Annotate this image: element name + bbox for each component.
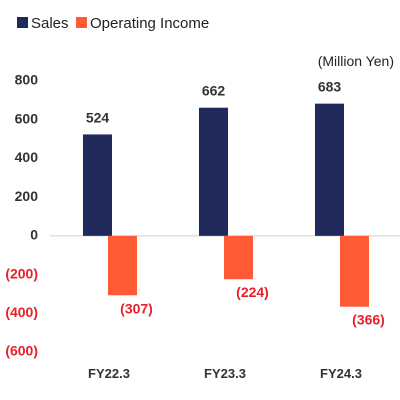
data-label-sales: 524 [86, 109, 110, 125]
data-label-operating-income: (224) [236, 284, 269, 300]
data-label-sales: 683 [318, 79, 342, 95]
legend-label-operating-income: Operating Income [90, 15, 209, 32]
y-tick-label: (400) [5, 304, 38, 320]
y-tick-label: 600 [15, 110, 39, 126]
y-tick-label: 0 [30, 227, 38, 243]
category-labels: FY22.3 FY23.3 FY24.3 [88, 366, 362, 381]
bar-sales [199, 107, 228, 236]
category-label: FY23.3 [204, 366, 246, 381]
bar-sales [83, 134, 112, 236]
category-label: FY22.3 [88, 366, 130, 381]
data-label-operating-income: (307) [120, 300, 153, 316]
data-labels: 524 (307) 662 (224) 683 (366) [86, 79, 385, 328]
legend-swatch-operating-income [76, 17, 87, 28]
bar-sales [315, 103, 344, 236]
legend-swatch-sales [17, 17, 28, 28]
y-tick-label: 800 [15, 72, 39, 88]
data-label-sales: 662 [202, 83, 226, 99]
legend: Sales Operating Income [17, 15, 209, 32]
category-label: FY24.3 [320, 366, 362, 381]
y-tick-label: 200 [15, 188, 39, 204]
bar-operating-income [224, 235, 253, 280]
y-tick-label: (600) [5, 343, 38, 359]
y-tick-label: (200) [5, 265, 38, 281]
bars [83, 103, 369, 307]
bar-operating-income [340, 235, 369, 307]
legend-label-sales: Sales [31, 15, 69, 32]
unit-label: (Million Yen) [318, 53, 394, 69]
y-tick-label: 400 [15, 149, 39, 165]
data-label-operating-income: (366) [352, 312, 385, 328]
y-axis-ticks: 800 600 400 200 0 (200) (400) (600) [5, 72, 38, 359]
bar-operating-income [108, 235, 137, 296]
